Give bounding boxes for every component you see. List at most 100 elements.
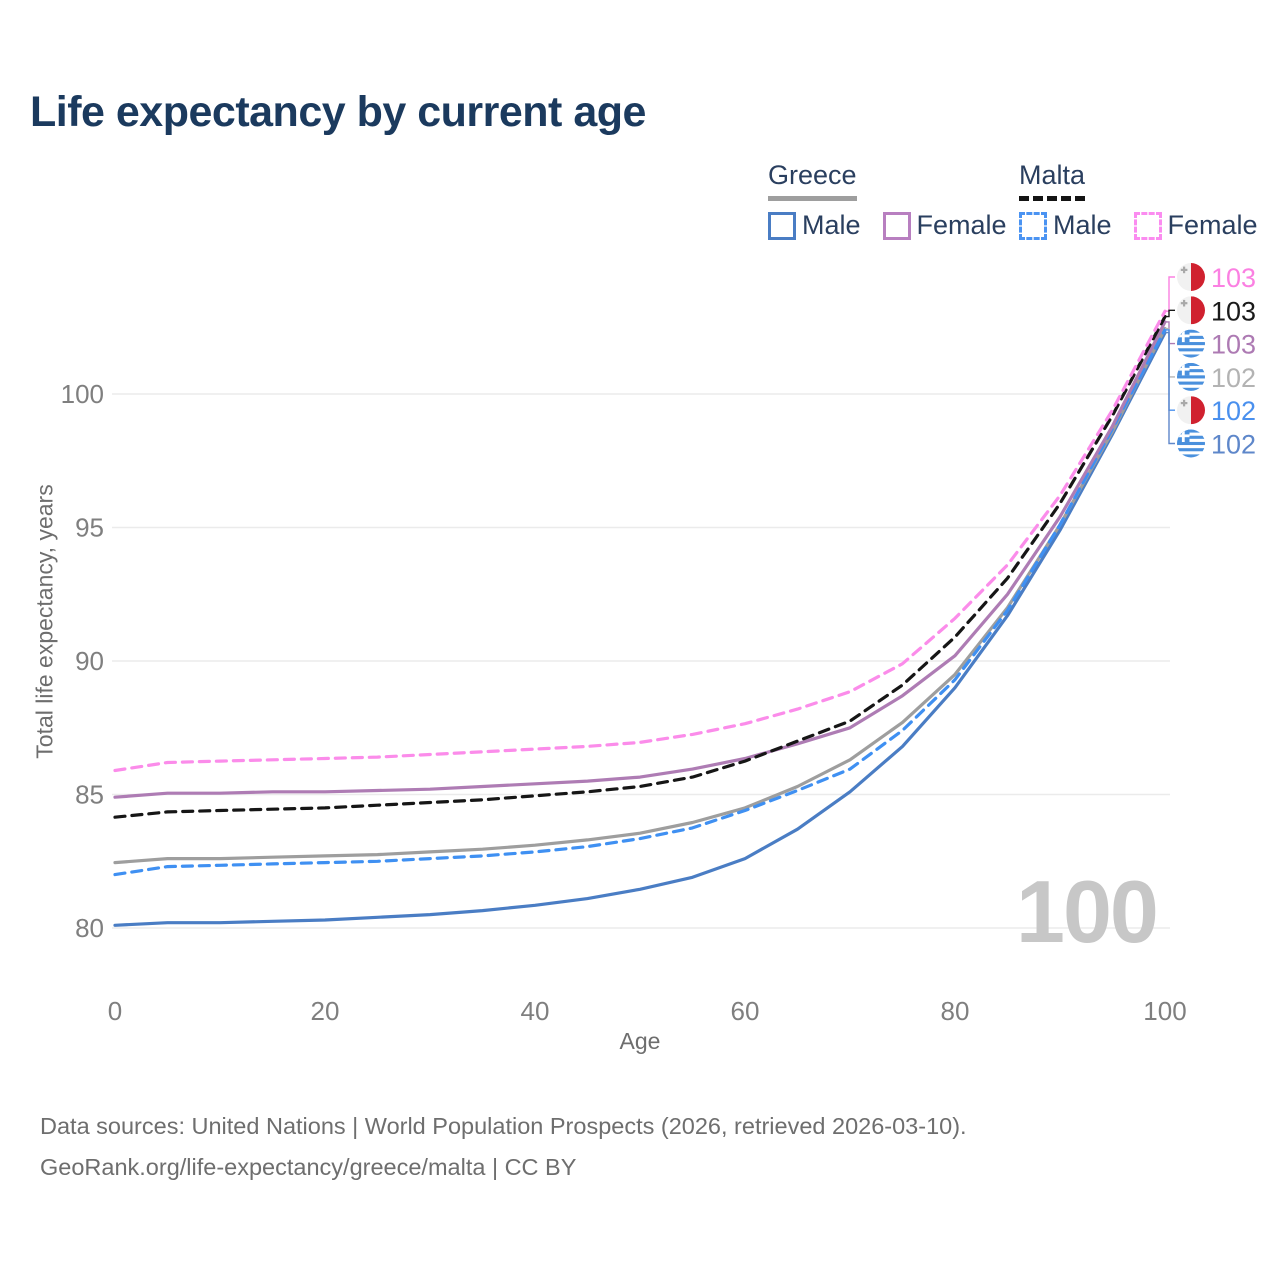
legend-item-malta-female[interactable]: Female	[1133, 210, 1258, 241]
x-tick-label: 100	[1143, 996, 1186, 1026]
malta-flag-cross	[1180, 268, 1188, 271]
leader-line-greece_male	[1165, 331, 1175, 445]
greece-flag-stripe	[1177, 375, 1205, 379]
greece-flag-stripe	[1177, 441, 1205, 446]
greece-flag-stripe	[1177, 387, 1205, 391]
footer-sources-line: Data sources: United Nations | World Pop…	[40, 1113, 967, 1139]
legend-item-greece-female[interactable]: Female	[882, 210, 1007, 241]
leader-line-malta_male	[1165, 329, 1175, 411]
greece-female-swatch-icon	[882, 211, 911, 240]
greece-flag-stripe	[1177, 338, 1205, 343]
end-label-value-malta_female: 103	[1211, 263, 1256, 293]
greece-flag-icon	[1177, 329, 1205, 358]
malta-flag-icon	[1177, 296, 1205, 325]
greece-flag-cross	[1181, 429, 1185, 442]
malta-flag-white-half	[1177, 396, 1191, 425]
watermark-age-100: 100	[1016, 862, 1159, 961]
end-label-value-malta_total: 103	[1211, 296, 1256, 326]
malta-flag-white-half	[1177, 296, 1191, 325]
series-line-malta_female	[113, 309, 1167, 773]
greece-flag-stripe	[1177, 348, 1205, 352]
legend-group-greece: Greece Male Female	[768, 160, 1007, 241]
greece-flag-cross	[1181, 329, 1185, 343]
y-tick-label: 85	[75, 780, 104, 810]
malta-flag-red-half	[1191, 263, 1205, 291]
series-line-greece_total	[113, 327, 1167, 865]
series-line-malta_male	[113, 328, 1167, 877]
greece-flag-stripe	[1177, 378, 1205, 382]
greece-flag-stripe	[1177, 329, 1205, 334]
malta-flag-icon	[1177, 396, 1205, 425]
legend-item-label: Female	[916, 210, 1007, 240]
malta-flag-art	[1177, 263, 1205, 291]
greece-flag-stripe	[1177, 366, 1205, 370]
greece-male-swatch-icon	[768, 211, 796, 240]
footer-attribution-line: GeoRank.org/life-expectancy/greece/malta…	[40, 1154, 577, 1180]
greece-flag-art	[1177, 429, 1205, 458]
greece-flag-stripe	[1177, 345, 1205, 349]
y-tick-label: 80	[75, 913, 104, 943]
end-label-value-greece_female: 103	[1211, 330, 1256, 360]
page-title: Life expectancy by current age	[30, 88, 646, 136]
malta-flag-cross	[1180, 402, 1188, 405]
malta-flag-white-half	[1177, 263, 1191, 291]
greece-flag-stripe	[1177, 354, 1205, 358]
series-line-greece_male	[113, 331, 1167, 927]
series-line-greece_female	[113, 320, 1167, 799]
greece-flag-stripe	[1177, 369, 1205, 373]
malta-male-swatch-icon	[1019, 211, 1047, 240]
greece-flag-stripe	[1177, 448, 1205, 452]
greece-flag-stripe	[1177, 429, 1205, 433]
legend-group-malta: Malta Male Female	[1019, 160, 1258, 241]
end-label-value-greece_total: 102	[1211, 363, 1256, 393]
malta-flag-art	[1177, 396, 1205, 425]
greece-flag-stripe	[1177, 342, 1205, 346]
legend-item-greece-male[interactable]: Male	[768, 210, 861, 241]
greece-flag-stripe	[1177, 435, 1205, 440]
y-tick-label: 90	[75, 646, 104, 676]
greece-flag-stripe	[1177, 381, 1205, 385]
greece-flag-stripe	[1177, 438, 1205, 443]
x-tick-label: 40	[521, 996, 550, 1026]
malta-flag-art	[1177, 296, 1205, 325]
greece-flag-stripe	[1177, 451, 1205, 455]
greece-flag-icon	[1177, 429, 1205, 458]
y-tick-label: 95	[75, 513, 104, 543]
greece-flag-stripe	[1177, 351, 1205, 355]
x-tick-label: 60	[731, 996, 760, 1026]
malta-flag-red-half	[1191, 396, 1205, 425]
greece-flag-stripe	[1177, 384, 1205, 389]
legend-country-greece: Greece	[768, 160, 857, 201]
legend-items-malta: Male Female	[1019, 210, 1258, 241]
legend-item-malta-male[interactable]: Male	[1019, 210, 1112, 241]
end-label-value-malta_male: 102	[1211, 396, 1256, 426]
leader-line-malta_female	[1165, 276, 1175, 312]
leader-line-greece_total	[1165, 327, 1175, 378]
greece-flag-icon	[1177, 362, 1205, 391]
malta-flag-red-half	[1191, 296, 1205, 325]
x-tick-label: 80	[941, 996, 970, 1026]
footer: Data sources: United Nations | World Pop…	[40, 1106, 967, 1188]
greece-flag-stripe	[1177, 432, 1205, 437]
malta-female-swatch-icon	[1133, 211, 1162, 240]
greece-flag-stripe	[1177, 445, 1205, 449]
legend-item-label: Male	[802, 210, 861, 240]
x-tick-label: 20	[311, 996, 340, 1026]
malta-flag-icon	[1177, 263, 1205, 291]
greece-flag-stripe	[1177, 362, 1205, 367]
y-axis-title: Total life expectancy, years	[31, 484, 58, 759]
y-tick-label: 100	[61, 379, 104, 409]
greece-flag-cross	[1181, 362, 1185, 376]
greece-flag-stripe	[1177, 372, 1205, 376]
leader-line-malta_total	[1165, 309, 1175, 318]
greece-flag-art	[1177, 362, 1205, 391]
greece-flag-stripe	[1177, 335, 1205, 340]
greece-flag-stripe	[1177, 332, 1205, 337]
greece-flag-stripe	[1177, 454, 1205, 458]
end-label-value-greece_male: 102	[1211, 430, 1256, 460]
x-axis-title: Age	[619, 1028, 661, 1054]
greece-flag-art	[1177, 329, 1205, 358]
x-tick-label: 0	[108, 996, 122, 1026]
